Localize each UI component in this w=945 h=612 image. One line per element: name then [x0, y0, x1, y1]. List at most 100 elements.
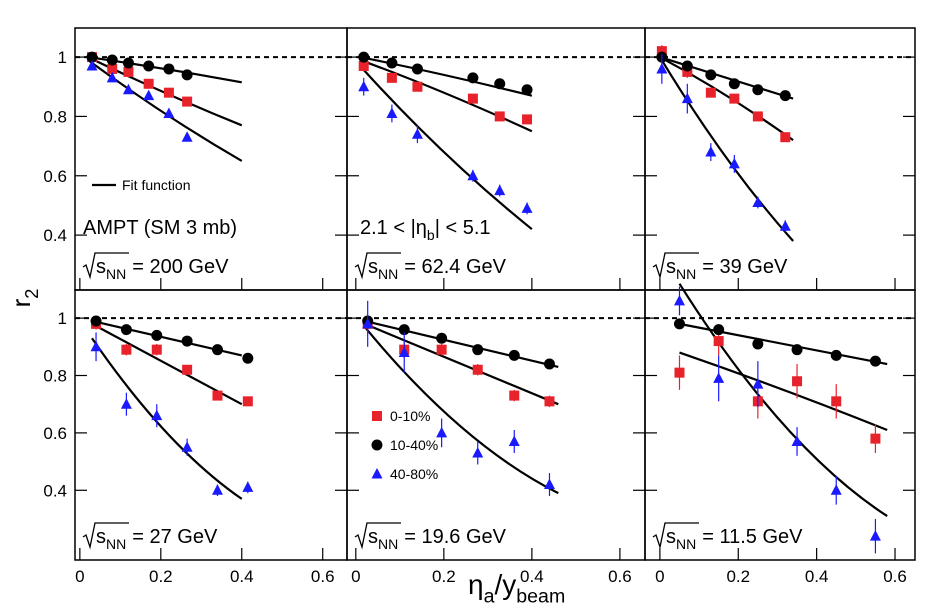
fit-curve	[364, 319, 559, 368]
panel-frame	[644, 289, 916, 561]
subscript: 2	[22, 289, 42, 299]
text-part: = 27 GeV	[132, 526, 218, 548]
fit-curve	[678, 283, 888, 518]
marker	[543, 478, 555, 490]
x-tick-label: 0	[75, 567, 84, 586]
legend-label: 10-40%	[390, 437, 438, 453]
marker	[494, 78, 506, 90]
marker	[673, 318, 685, 330]
x-tick-label: 0.6	[311, 567, 335, 586]
marker	[791, 344, 803, 356]
panel	[644, 27, 916, 291]
text-part: s	[96, 256, 106, 278]
marker	[123, 66, 134, 77]
marker	[411, 63, 423, 75]
energy-label: sNN = 11.5 GeV	[666, 526, 803, 552]
marker	[705, 146, 717, 157]
marker	[705, 87, 716, 98]
marker	[106, 54, 118, 66]
marker	[831, 396, 842, 407]
sqrt-sign	[354, 522, 401, 550]
marker	[436, 344, 447, 355]
marker	[752, 111, 763, 122]
marker	[182, 96, 193, 107]
text-part: s	[96, 526, 106, 548]
marker	[869, 530, 881, 541]
marker	[242, 352, 254, 364]
marker	[467, 169, 479, 181]
marker	[792, 376, 803, 387]
marker	[791, 435, 803, 446]
panel	[346, 27, 646, 291]
text-part: η	[468, 569, 484, 600]
y-tick-label: 0.8	[43, 107, 67, 126]
marker	[86, 51, 98, 63]
sqrt-sign	[354, 252, 401, 280]
fit-curve	[659, 56, 794, 100]
subscript: beam	[516, 585, 565, 607]
x-tick-label: 0.4	[520, 567, 544, 586]
marker	[412, 81, 423, 92]
marker	[358, 51, 370, 63]
panel: 0 0.2 0.4 0.6 0-10% 10-40% 40-80%	[346, 289, 646, 586]
y-tick-label: 0.4	[43, 226, 67, 245]
marker	[869, 355, 881, 367]
text-part: = 62.4 GeV	[404, 256, 506, 278]
marker	[386, 72, 397, 83]
text-part: /y	[494, 569, 516, 600]
marker	[107, 63, 118, 74]
marker	[151, 344, 162, 355]
text-part: = 200 GeV	[132, 256, 229, 278]
marker	[86, 59, 98, 71]
marker	[830, 349, 842, 361]
panel: 0.4 0.6 0.8 1 AMPT (SM 3 mb) Fit function	[43, 27, 348, 291]
marker	[729, 93, 740, 104]
marker	[752, 378, 764, 389]
marker	[242, 396, 253, 407]
fit-curve	[359, 55, 533, 97]
x-tick-label: 0.4	[230, 567, 254, 586]
fit-curve	[359, 65, 533, 231]
marker	[143, 60, 155, 72]
marker	[163, 107, 175, 118]
marker	[830, 484, 842, 495]
x-tick-label: 0	[655, 567, 664, 586]
marker	[143, 78, 154, 89]
energy-label: sNN = 27 GeV	[96, 526, 218, 552]
marker	[90, 340, 102, 352]
text-part: s	[666, 256, 676, 278]
x-axis-title: ηa/ybeam	[468, 569, 565, 607]
text-part: = 39 GeV	[702, 256, 788, 278]
fit-curve	[658, 56, 794, 242]
y-tick-label: 1	[58, 309, 67, 328]
marker	[436, 426, 448, 438]
legend-label: Fit function	[122, 177, 190, 193]
marker	[780, 132, 791, 143]
marker	[472, 344, 484, 356]
marker	[358, 80, 370, 92]
fit-curve	[659, 56, 794, 142]
marker	[398, 324, 410, 336]
marker	[362, 317, 374, 329]
text-part: r	[6, 298, 36, 307]
marker	[713, 372, 725, 383]
marker	[386, 57, 398, 69]
eta-label: 2.1 < |ηb| < 5.1	[360, 217, 491, 243]
legend-marker	[371, 468, 383, 479]
x-tick-label: 0.4	[805, 567, 829, 586]
marker	[521, 84, 533, 96]
marker	[398, 346, 410, 358]
legend-marker	[371, 439, 383, 451]
marker	[106, 71, 118, 83]
marker	[143, 89, 155, 101]
marker	[242, 481, 254, 492]
fit-curve	[91, 337, 243, 500]
marker	[122, 83, 134, 95]
text-part: s	[666, 526, 676, 548]
marker	[713, 336, 724, 347]
sqrt-sign	[652, 522, 699, 550]
marker	[467, 72, 479, 84]
fit-curve	[364, 322, 559, 406]
y-axis-title: r2	[6, 289, 42, 308]
marker	[522, 114, 533, 125]
